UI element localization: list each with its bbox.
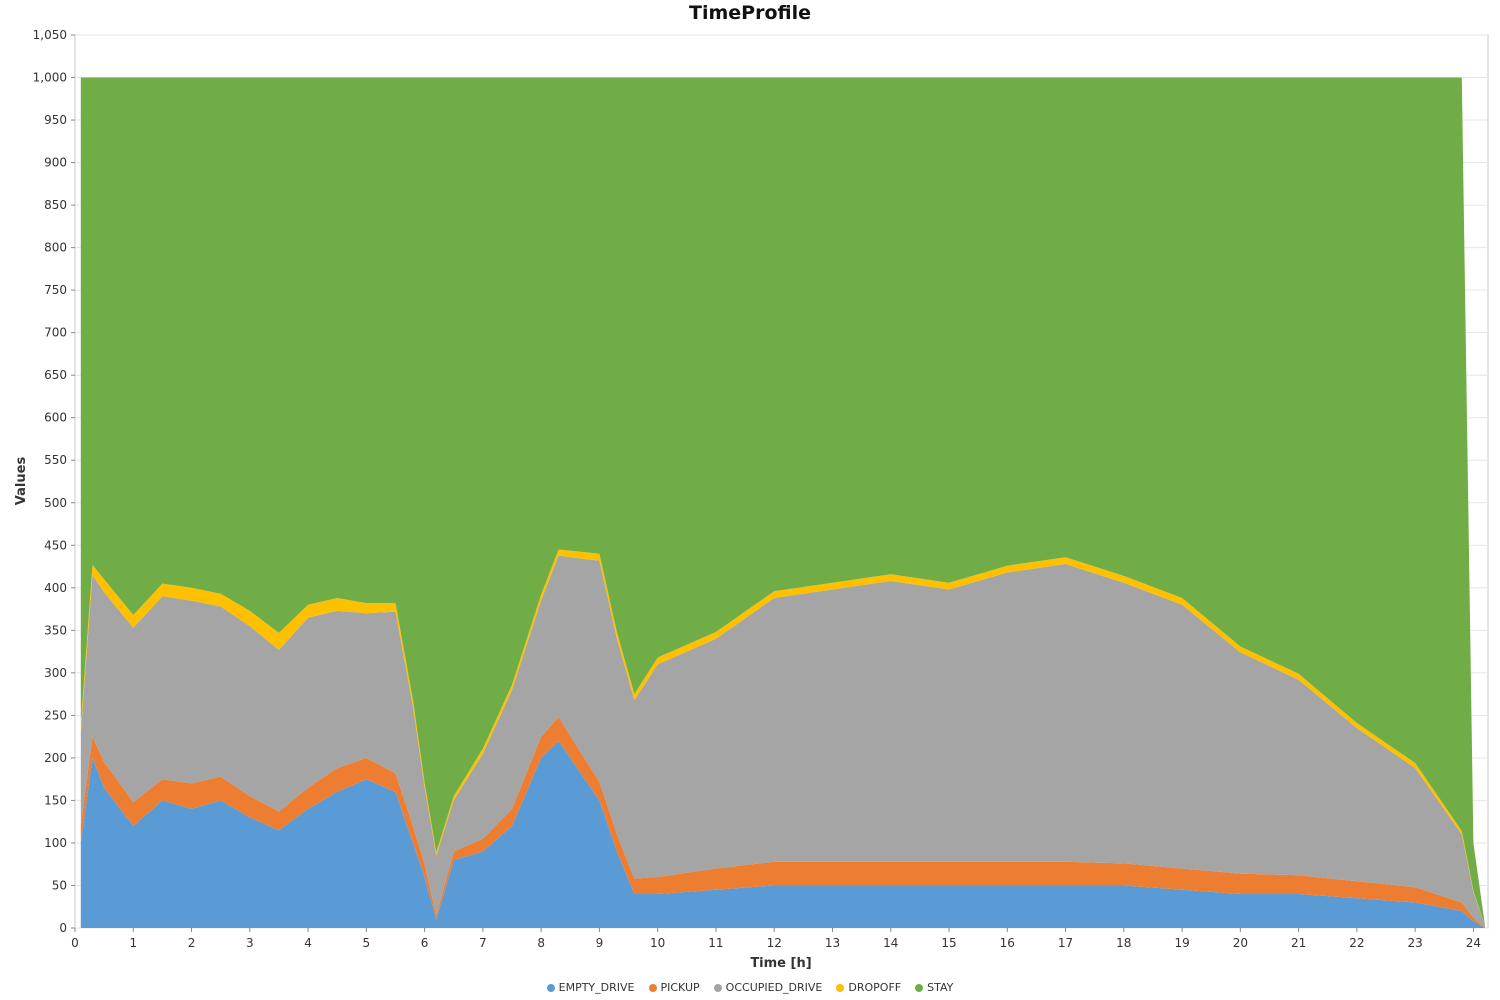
y-tick-label: 700 xyxy=(44,326,67,340)
x-tick-label: 16 xyxy=(1000,936,1015,950)
x-tick-label: 2 xyxy=(188,936,196,950)
x-tick-label: 22 xyxy=(1349,936,1364,950)
x-tick-label: 18 xyxy=(1116,936,1131,950)
x-tick-label: 11 xyxy=(708,936,723,950)
x-axis-ticks: 0 1 2 3 4 5 6 7 8 9 10 11 12 13 14 15 16 17 18 19 20 21 22 23 24 xyxy=(71,928,1481,950)
y-tick-label: 350 xyxy=(44,623,67,637)
y-tick-label: 600 xyxy=(44,411,67,425)
y-tick-label: 750 xyxy=(44,283,67,297)
x-tick-label: 20 xyxy=(1233,936,1248,950)
area-series-occupied-drive xyxy=(80,555,1486,928)
y-axis-title: Values xyxy=(14,457,29,506)
y-tick-label: 150 xyxy=(44,793,67,807)
y-tick-label: 1,050 xyxy=(33,28,67,42)
x-tick-label: 24 xyxy=(1466,936,1481,950)
legend-label: STAY xyxy=(927,981,954,994)
y-tick-label: 450 xyxy=(44,538,67,552)
x-tick-label: 21 xyxy=(1291,936,1306,950)
y-tick-label: 900 xyxy=(44,156,67,170)
x-tick-label: 17 xyxy=(1058,936,1073,950)
x-tick-label: 8 xyxy=(537,936,545,950)
legend-item-pickup: PICKUP xyxy=(648,981,700,994)
stacked-areas xyxy=(80,77,1486,928)
y-tick-label: 800 xyxy=(44,241,67,255)
x-tick-label: 13 xyxy=(825,936,840,950)
area-series-pickup xyxy=(80,717,1486,928)
y-tick-label: 500 xyxy=(44,496,67,510)
area-series-empty-drive xyxy=(80,740,1486,928)
x-tick-label: 12 xyxy=(767,936,782,950)
x-axis-title: Time [h] xyxy=(750,956,811,971)
x-tick-label: 7 xyxy=(479,936,487,950)
x-tick-label: 19 xyxy=(1174,936,1189,950)
x-tick-label: 14 xyxy=(883,936,898,950)
y-tick-label: 850 xyxy=(44,198,67,212)
x-tick-label: 15 xyxy=(941,936,956,950)
legend-swatch xyxy=(713,983,722,992)
legend-label: OCCUPIED_DRIVE xyxy=(725,981,823,994)
y-tick-label: 50 xyxy=(52,878,67,892)
y-tick-label: 100 xyxy=(44,836,67,850)
area-series-stay xyxy=(80,77,1486,927)
y-tick-label: 950 xyxy=(44,113,67,127)
legend-item-occupied-drive: OCCUPIED_DRIVE xyxy=(713,981,823,994)
legend-swatch xyxy=(915,983,924,992)
legend-swatch xyxy=(836,983,845,992)
x-tick-label: 10 xyxy=(650,936,665,950)
y-tick-label: 650 xyxy=(44,368,67,382)
y-tick-label: 0 xyxy=(59,921,67,935)
legend-item-stay: STAY xyxy=(915,981,953,994)
legend-item-dropoff: DROPOFF xyxy=(836,981,901,994)
y-tick-label: 550 xyxy=(44,453,67,467)
x-tick-label: 9 xyxy=(596,936,604,950)
legend-label: PICKUP xyxy=(660,981,700,994)
chart-legend: EMPTY_DRIVE PICKUP OCCUPIED_DRIVE DROPOFF ST… xyxy=(0,981,1500,994)
y-tick-label: 1,000 xyxy=(33,71,67,85)
y-tick-label: 300 xyxy=(44,666,67,680)
x-tick-label: 5 xyxy=(363,936,371,950)
y-axis-ticks: 0 50 100 150 200 250 300 350 400 450 500 550 600 650 7… xyxy=(33,28,75,935)
x-tick-label: 4 xyxy=(304,936,312,950)
x-tick-label: 6 xyxy=(421,936,429,950)
y-tick-label: 250 xyxy=(44,708,67,722)
x-tick-label: 1 xyxy=(129,936,137,950)
x-tick-label: 3 xyxy=(246,936,254,950)
legend-label: EMPTY_DRIVE xyxy=(558,981,635,994)
chart-title: TimeProfile xyxy=(689,2,811,24)
legend-label: DROPOFF xyxy=(848,981,902,994)
y-tick-label: 400 xyxy=(44,581,67,595)
legend-swatch xyxy=(648,983,657,992)
legend-item-empty-drive: EMPTY_DRIVE xyxy=(546,981,635,994)
y-tick-label: 200 xyxy=(44,751,67,765)
x-tick-label: 0 xyxy=(71,936,79,950)
legend-swatch xyxy=(546,983,555,992)
x-tick-label: 23 xyxy=(1408,936,1423,950)
